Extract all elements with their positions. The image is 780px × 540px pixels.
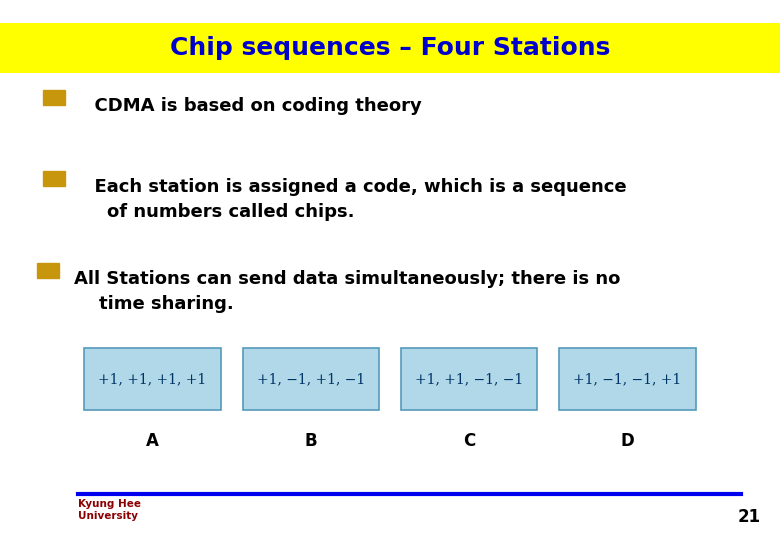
FancyBboxPatch shape: [37, 263, 59, 278]
FancyBboxPatch shape: [0, 23, 780, 73]
FancyBboxPatch shape: [401, 348, 537, 410]
Text: +1, −1, −1, +1: +1, −1, −1, +1: [573, 373, 682, 386]
FancyBboxPatch shape: [43, 90, 65, 105]
Text: D: D: [621, 432, 634, 450]
Text: 21: 21: [737, 509, 760, 526]
Text: +1, −1, +1, −1: +1, −1, +1, −1: [257, 373, 365, 386]
Text: C: C: [463, 432, 475, 450]
Text: Kyung Hee
University: Kyung Hee University: [78, 499, 141, 521]
Text: Each station is assigned a code, which is a sequence
    of numbers called chips: Each station is assigned a code, which i…: [82, 178, 626, 221]
Text: B: B: [304, 432, 317, 450]
Text: +1, +1, −1, −1: +1, +1, −1, −1: [415, 373, 523, 386]
FancyBboxPatch shape: [559, 348, 696, 410]
Text: A: A: [146, 432, 159, 450]
Text: +1, +1, +1, +1: +1, +1, +1, +1: [98, 373, 207, 386]
Text: All Stations can send data simultaneously; there is no
    time sharing.: All Stations can send data simultaneousl…: [74, 270, 620, 313]
FancyBboxPatch shape: [243, 348, 379, 410]
FancyBboxPatch shape: [84, 348, 221, 410]
FancyBboxPatch shape: [43, 171, 65, 186]
Text: CDMA is based on coding theory: CDMA is based on coding theory: [82, 97, 422, 115]
Text: Chip sequences – Four Stations: Chip sequences – Four Stations: [170, 36, 610, 60]
